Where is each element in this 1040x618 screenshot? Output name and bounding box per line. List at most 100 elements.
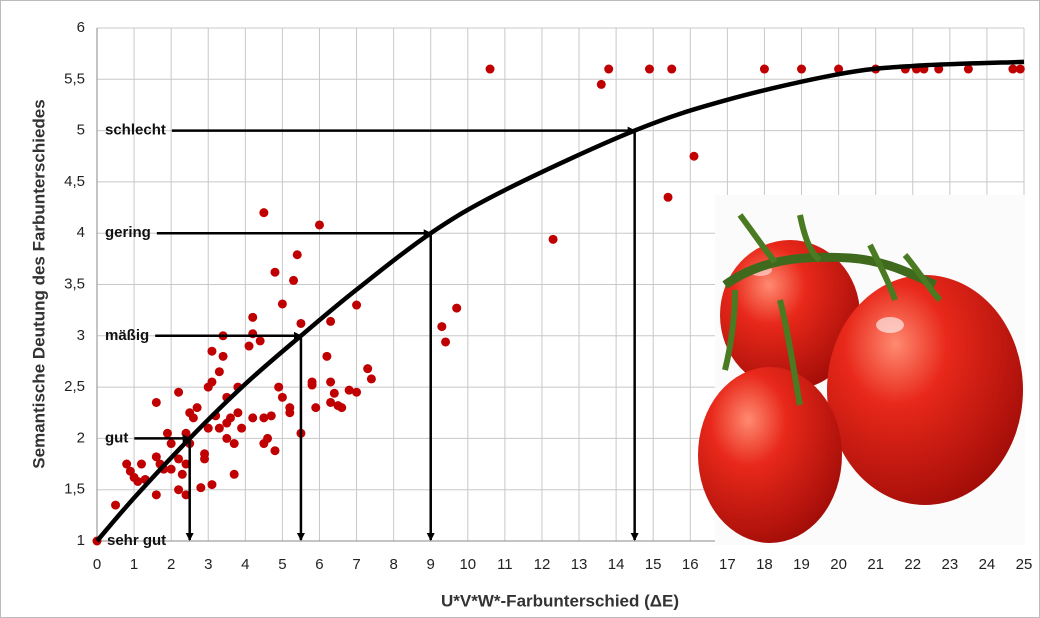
data-point [270, 446, 280, 456]
x-tick-label: 11 [497, 556, 513, 573]
x-tick-label: 8 [389, 556, 397, 573]
data-point [203, 423, 213, 433]
data-point [285, 408, 295, 418]
x-tick-label: 0 [93, 556, 101, 573]
data-point [307, 380, 317, 390]
x-tick-label: 10 [459, 556, 476, 573]
x-tick-label: 20 [830, 556, 847, 573]
data-point [663, 192, 673, 202]
x-tick-label: 2 [167, 556, 175, 573]
data-point [174, 387, 184, 397]
data-point [352, 387, 362, 397]
data-point [122, 459, 132, 469]
data-point [314, 220, 324, 230]
x-tick-label: 21 [867, 556, 884, 573]
y-tick-label: 5,5 [64, 70, 85, 87]
annotation-label: gut [105, 429, 128, 446]
data-point [162, 428, 172, 438]
y-tick-label: 1 [77, 532, 85, 549]
x-tick-label: 12 [534, 556, 551, 573]
data-point [259, 413, 269, 423]
x-tick-label: 3 [204, 556, 212, 573]
data-point [177, 469, 187, 479]
annotation-label: sehr gut [107, 532, 166, 549]
y-tick-label: 2,5 [64, 378, 85, 395]
x-tick-label: 13 [571, 556, 588, 573]
data-point [344, 385, 354, 395]
y-tick-label: 2 [77, 429, 85, 446]
y-tick-label: 5 [77, 122, 85, 139]
y-tick-label: 3,5 [64, 275, 85, 292]
data-point [326, 397, 336, 407]
data-point [352, 300, 362, 310]
y-axis-title: Semantische Deutung des Farbunterschiede… [29, 99, 48, 468]
x-tick-label: 7 [352, 556, 360, 573]
data-point [125, 466, 135, 476]
annotation-label: mäßig [105, 327, 149, 344]
data-point [363, 364, 373, 374]
y-tick-label: 1,5 [64, 481, 85, 498]
data-point [329, 388, 339, 398]
x-tick-label: 17 [719, 556, 736, 573]
data-point [207, 480, 217, 490]
x-tick-label: 22 [904, 556, 921, 573]
data-point [166, 464, 176, 474]
data-point [237, 423, 247, 433]
data-point [233, 408, 243, 418]
data-point [289, 275, 299, 285]
x-tick-label: 1 [130, 556, 138, 573]
plot: schlecht gering mäßig gut sehr gut [92, 59, 1025, 549]
data-point [259, 439, 269, 449]
y-tick-label: 4,5 [64, 173, 85, 190]
data-point [192, 403, 202, 413]
data-point [277, 392, 287, 402]
tomato-photo [698, 195, 1025, 545]
data-point [214, 367, 224, 377]
x-tick-label: 24 [979, 556, 996, 573]
x-tick-label: 5 [278, 556, 286, 573]
data-point [1015, 64, 1025, 74]
y-tick-label: 6 [77, 19, 85, 36]
x-tick-label: 4 [241, 556, 249, 573]
data-point [207, 346, 217, 356]
x-tick-label: 16 [682, 556, 699, 573]
data-point [111, 500, 121, 510]
data-point [229, 439, 239, 449]
data-point [274, 382, 284, 392]
data-point [337, 403, 347, 413]
data-point [181, 490, 191, 500]
data-point [292, 250, 302, 260]
data-point [222, 418, 232, 428]
y-tick-label: 4 [77, 224, 85, 241]
data-point [441, 337, 451, 347]
data-point [218, 351, 228, 361]
data-point [248, 413, 258, 423]
data-point [689, 151, 699, 161]
data-point [797, 64, 807, 74]
x-tick-label: 19 [793, 556, 810, 573]
data-point [1008, 64, 1018, 74]
x-tick-label: 14 [608, 556, 625, 573]
data-point [185, 408, 195, 418]
data-point [963, 64, 973, 74]
data-point [270, 267, 280, 277]
data-point [181, 459, 191, 469]
data-point [266, 411, 276, 421]
data-point [437, 322, 447, 332]
data-point [322, 351, 332, 361]
data-point [248, 312, 258, 322]
data-point [174, 454, 184, 464]
data-point [222, 433, 232, 443]
data-point [667, 64, 677, 74]
data-point [214, 423, 224, 433]
annotation-label: schlecht [105, 122, 166, 139]
data-point [759, 64, 769, 74]
x-tick-label: 23 [941, 556, 958, 573]
data-point [200, 449, 210, 459]
data-point [244, 341, 254, 351]
data-point [326, 316, 336, 326]
data-point [596, 79, 606, 89]
data-point [151, 490, 161, 500]
data-point [548, 234, 558, 244]
data-point [259, 208, 269, 218]
